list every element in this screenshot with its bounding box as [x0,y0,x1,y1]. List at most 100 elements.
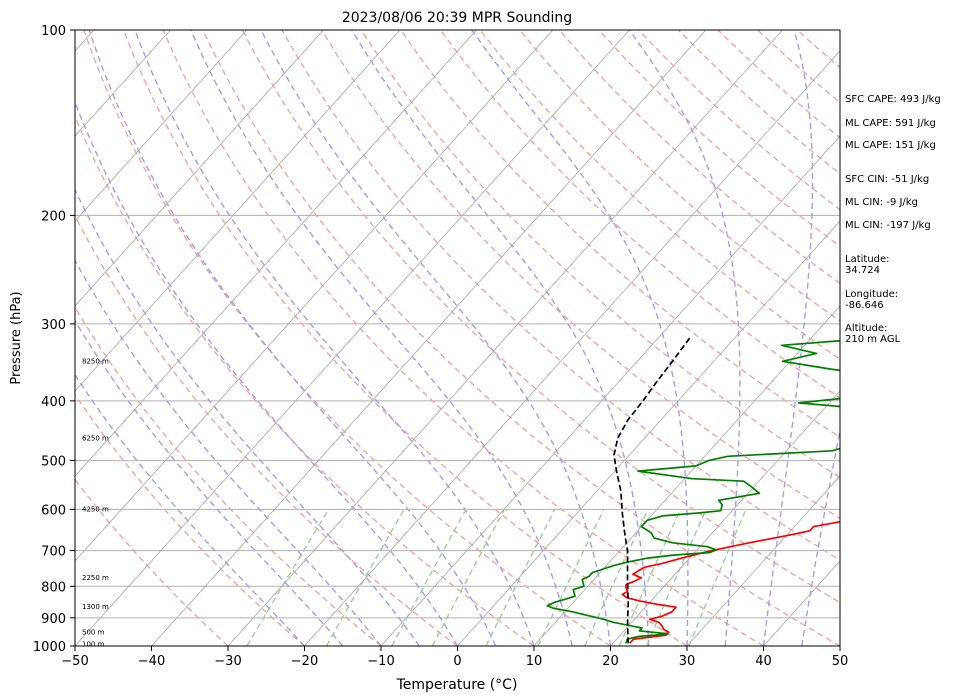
stat-value: 210 m AGL [845,334,901,345]
plot-frame [74,29,841,647]
x-tick-label: −40 [138,654,165,669]
isotherm-line [686,475,840,646]
isotherm-line [75,30,630,646]
y-tick-label: 900 [41,612,66,627]
dry-adiabat-line [479,30,840,360]
moist-adiabat-line [134,30,535,646]
stat-label: Longitude: [845,289,898,300]
mixing-ratio-line [391,508,467,646]
isotherm-line [75,30,477,477]
moist-adiabat-line [75,100,459,646]
isotherm-line [75,30,401,392]
height-label: 6250 m [82,434,109,442]
mixing-ratio-line [246,508,330,646]
dry-adiabat-line [281,30,840,561]
parcel-profile [613,336,692,644]
stat-label: ML CAPE: 591 J/kg [845,118,936,129]
dry-adiabat-line [83,30,611,646]
stat-label: SFC CIN: -51 J/kg [845,174,929,185]
mixing-ratio-line [645,509,707,646]
x-tick-label: 10 [526,654,543,669]
dry-adiabat-line [241,30,840,604]
isotherm-line [304,50,840,646]
stat-label: SFC CAPE: 493 J/kg [845,94,941,105]
height-label: 100 m [82,641,105,649]
isotherm-line [227,30,783,646]
dry-adiabat-line [558,30,840,285]
dry-adiabats [75,30,840,646]
stat-label: ML CAPE: 151 J/kg [845,140,936,151]
stat-label: Altitude: [845,323,887,334]
stat-label: ML CIN: -9 J/kg [845,197,918,208]
y-tick-label: 100 [41,24,66,39]
isotherm-line [610,390,840,646]
mixing-ratio-line [431,508,506,646]
plot-area [75,30,840,646]
x-tick-label: 0 [453,654,461,669]
x-tick-label: 30 [679,654,696,669]
x-tick-label: 20 [602,654,619,669]
moist-adiabat-line [351,30,650,646]
x-tick-label: −30 [214,654,241,669]
dry-adiabat-line [519,30,840,322]
mixing-ratio-line [485,508,556,646]
moist-adiabat-line [628,30,741,646]
moist-adiabats [75,30,840,646]
height-label: 1300 m [82,603,109,611]
y-axis-label: Pressure (hPa) [9,291,24,384]
y-tick-label: 300 [41,318,66,333]
height-labels: 100 m 500 m 1300 m 2250 m 4250 m 6250 m 8250 m [82,357,109,648]
y-tick-label: 400 [41,395,66,410]
y-tick-label: 1000 [33,640,66,655]
dry-adiabat-line [202,30,840,646]
dry-adiabat-line [75,478,229,646]
dry-adiabat-line [162,30,764,646]
mixing-ratio-line [584,509,649,646]
moist-adiabat-line [471,30,689,646]
moist-adiabat-line [801,426,840,646]
stat-value: 34.724 [845,265,880,276]
stat-value: -86.646 [845,300,884,311]
isotherm-line [380,135,840,646]
x-tick-label: 50 [832,654,849,669]
temperature-profile [621,520,840,644]
isotherm-line [151,30,707,646]
dewpoint-profile [546,339,840,644]
y-tick-label: 500 [41,455,66,470]
height-label: 8250 m [82,357,109,365]
x-tick-label: −50 [61,654,88,669]
height-label: 500 m [82,628,105,636]
isotherm-line [75,30,324,307]
dry-adiabat-line [75,114,535,646]
moist-adiabat-line [762,30,814,646]
mixing-ratio-line [688,509,747,646]
y-axis-ticks: 100 200 300 400 500 600 700 800 900 1000 [33,24,75,655]
y-tick-label: 700 [41,545,66,560]
mixing-ratio-line [537,508,605,646]
moist-adiabat-line [88,30,497,646]
x-tick-label: 40 [755,654,772,669]
isotherm-line [75,30,554,562]
isobar-grid [75,30,840,646]
dry-adiabat-line [321,30,840,520]
isotherm-line [75,30,248,222]
x-axis-ticks: −50 −40 −30 −20 −10 0 10 20 30 40 50 [61,646,848,669]
dry-adiabat-line [75,214,458,646]
y-tick-label: 200 [41,209,66,224]
skewed-isotherms [75,30,840,646]
dry-adiabat-line [75,306,382,646]
stat-label: ML CIN: -197 J/kg [845,220,931,231]
y-tick-label: 800 [41,580,66,595]
sounding-profiles [546,336,840,644]
height-label: 4250 m [82,505,109,513]
chart-title: 2023/08/06 20:39 MPR Sounding [342,10,572,26]
dry-adiabat-line [75,393,305,646]
mixing-ratio-line [325,508,405,646]
sounding-stats-panel: SFC CAPE: 493 J/kg ML CAPE: 591 J/kg ML CA… [845,94,941,345]
dry-adiabat-line [122,30,688,646]
moist-adiabat-line [190,30,573,646]
isotherm-line [75,30,171,137]
isotherm-line [457,220,840,646]
moist-adiabat-line [260,30,612,646]
